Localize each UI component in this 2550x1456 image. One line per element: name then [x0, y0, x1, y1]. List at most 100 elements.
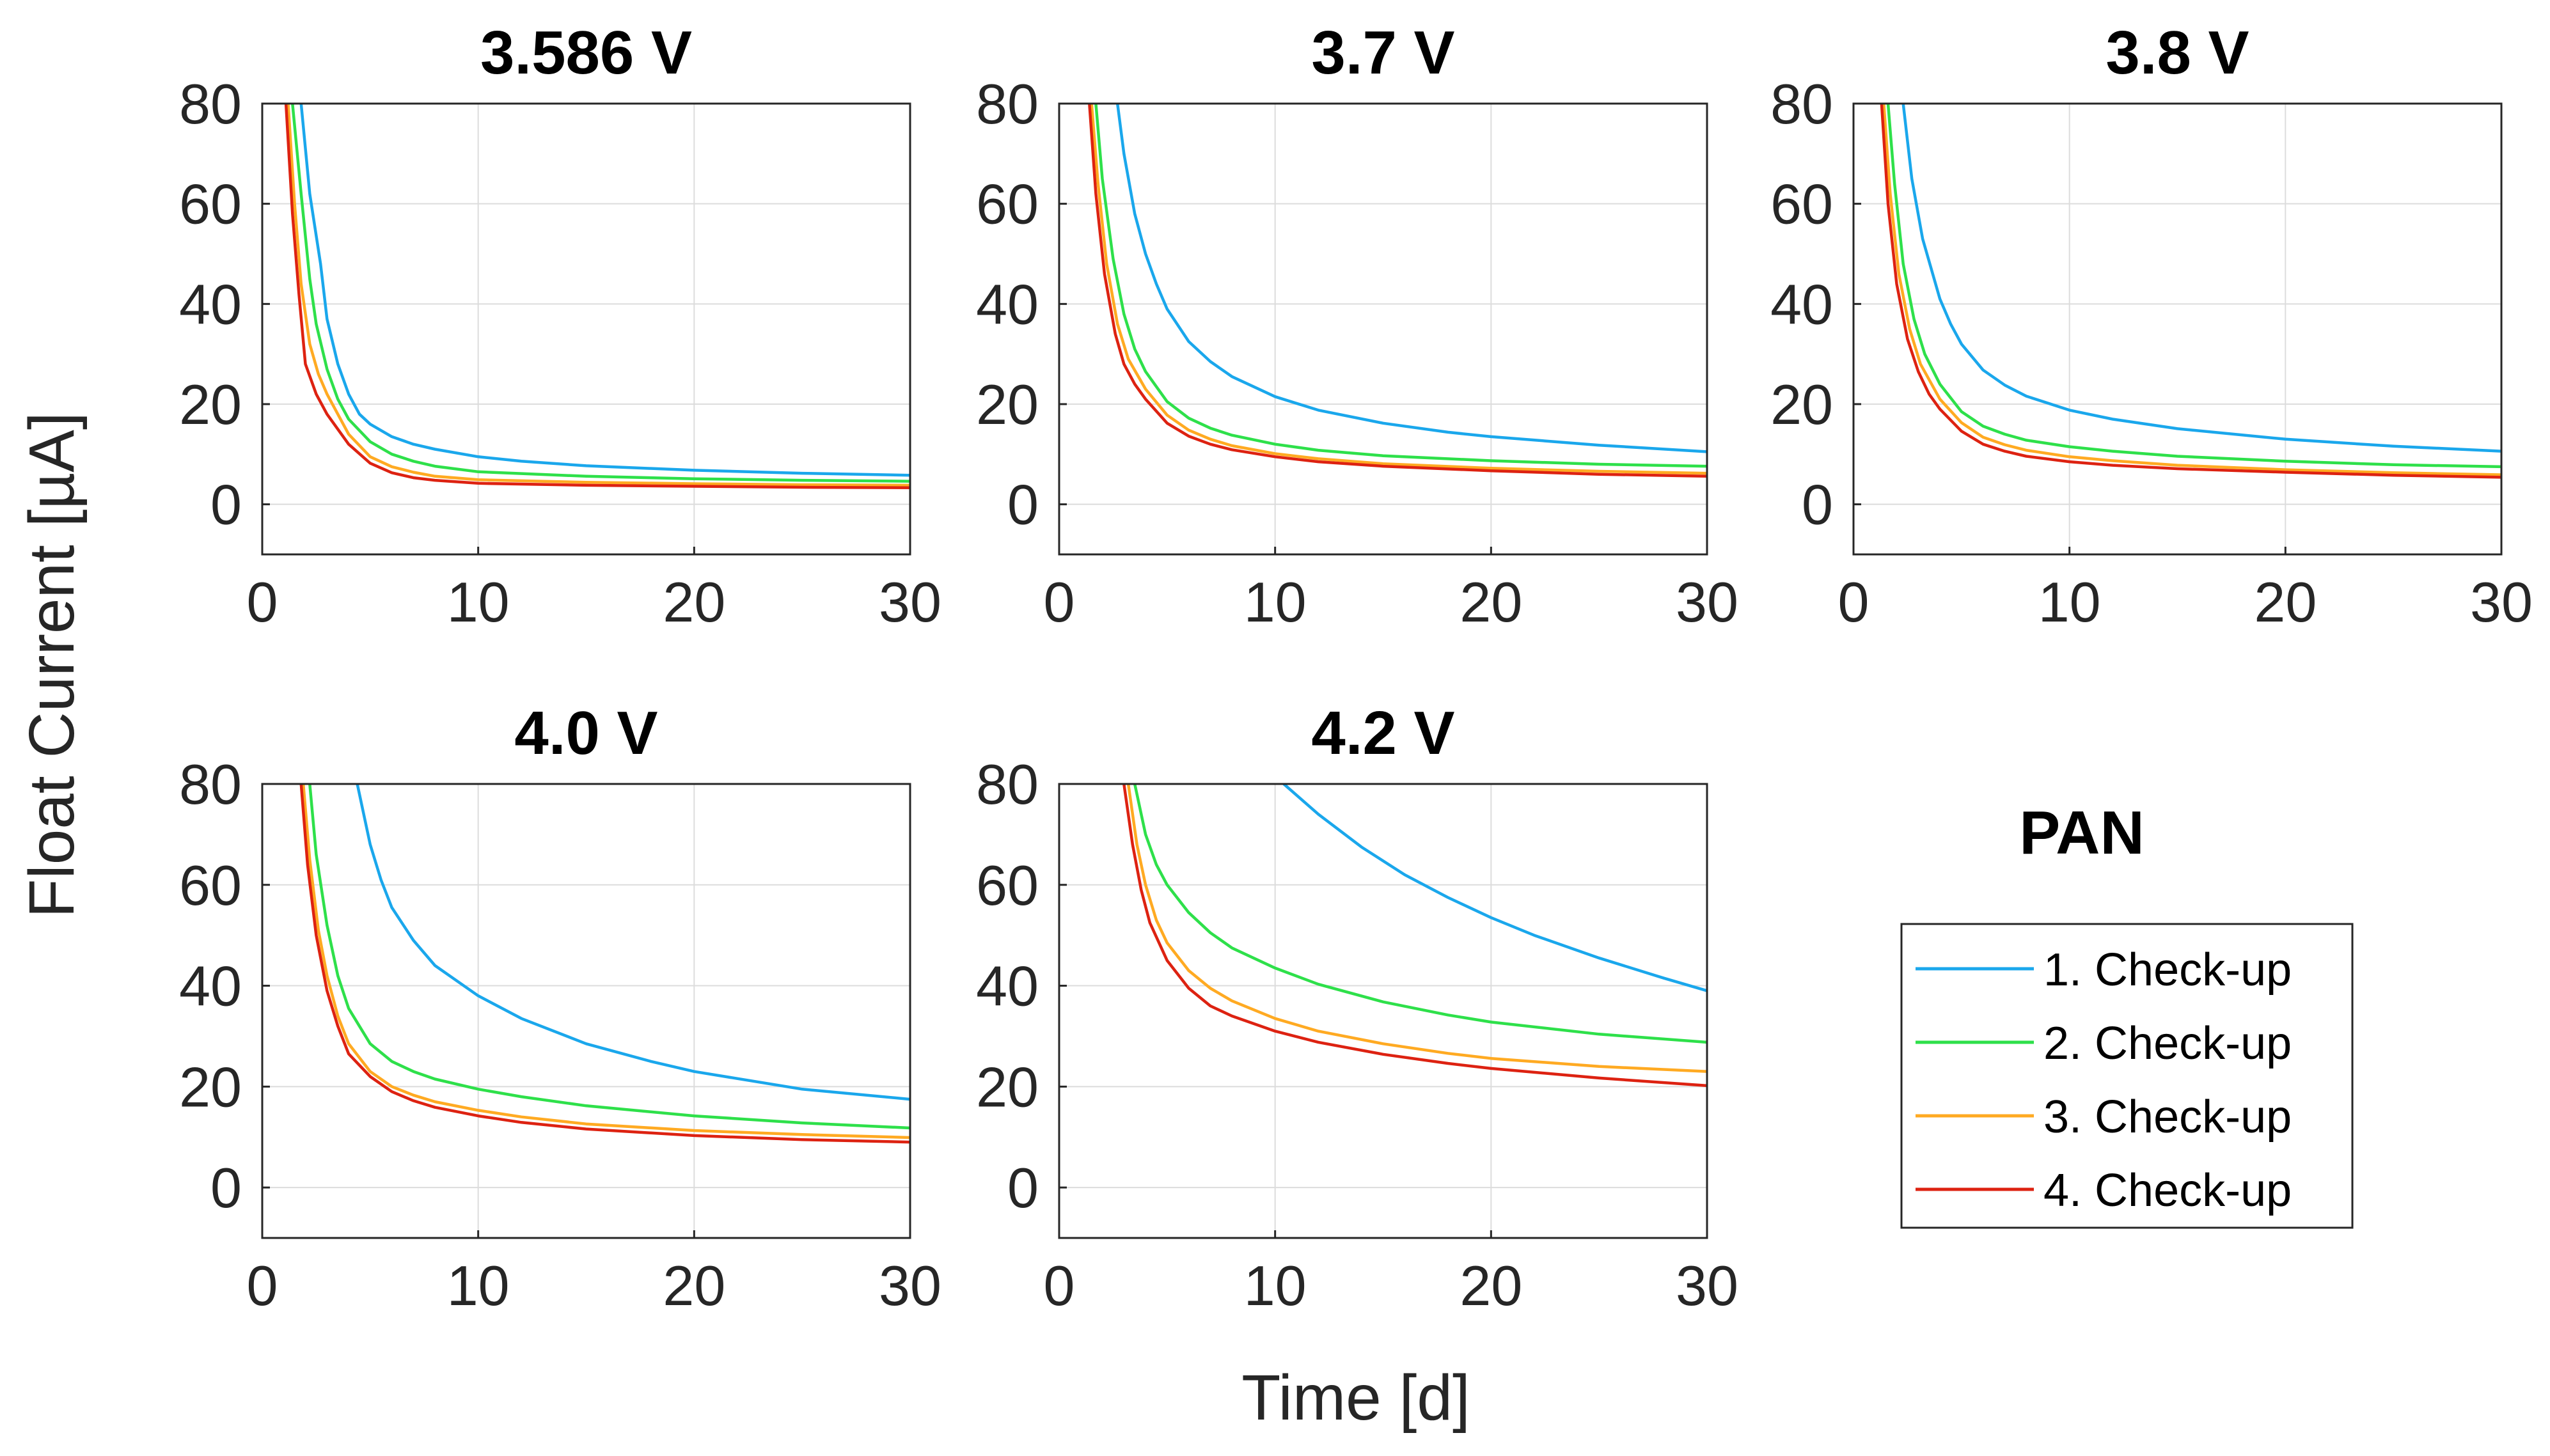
x-tick-label: 0	[1044, 1254, 1075, 1317]
axis-frame	[261, 102, 911, 556]
legend-label-checkup-2: 2. Check-up	[2043, 1018, 2292, 1069]
plot-area	[1059, 104, 1707, 554]
x-tick-label: 20	[663, 570, 725, 634]
x-tick-label: 20	[1460, 1254, 1522, 1317]
x-tick-label: 10	[447, 570, 510, 634]
subplot-2: 0 10 20 30 0 20 40 60 80 3.7 V	[976, 19, 1738, 634]
y-tick-label: 0	[1007, 473, 1039, 536]
plot-area	[1853, 104, 2501, 554]
y-tick-label: 20	[1770, 373, 1833, 436]
y-tick-label: 60	[976, 173, 1039, 236]
x-tick-label: 20	[1460, 570, 1522, 634]
series-line-checkup-3	[1090, 104, 1707, 475]
x-tick-label: 20	[2254, 570, 2317, 634]
legend-title: PAN	[2019, 799, 2145, 867]
series-group	[1880, 104, 2501, 479]
series-line-checkup-4	[299, 784, 910, 1144]
subplot-5: 0 10 20 30 0 20 40 60 80 4.2 V	[976, 699, 1738, 1317]
series-group	[1088, 104, 1707, 478]
panel-title: 3.586 V	[480, 19, 692, 87]
series-line-checkup-1	[1282, 784, 1707, 992]
x-tick-label: 30	[879, 1254, 941, 1317]
series-line-checkup-4	[1880, 104, 2501, 479]
series-line-checkup-2	[308, 784, 910, 1130]
x-tick-label: 30	[2470, 570, 2533, 634]
y-tick-label: 20	[179, 1055, 242, 1118]
series-group	[284, 104, 910, 490]
y-tick-label: 80	[179, 753, 242, 816]
x-tick-label: 10	[2038, 570, 2101, 634]
series-line-checkup-2	[1886, 104, 2501, 469]
y-tick-label: 60	[179, 854, 242, 917]
x-tick-label: 30	[879, 570, 941, 634]
series-line-checkup-3	[301, 784, 910, 1139]
x-tick-label: 0	[247, 1254, 278, 1317]
series-line-checkup-4	[1122, 784, 1707, 1088]
axis-frame	[1058, 783, 1708, 1239]
panel-title: 3.7 V	[1311, 19, 1454, 87]
series-line-checkup-3	[1882, 104, 2501, 476]
legend-label-checkup-3: 3. Check-up	[2043, 1092, 2292, 1143]
legend-label-checkup-4: 4. Check-up	[2043, 1165, 2292, 1216]
y-tick-label: 20	[976, 1055, 1039, 1118]
y-axis-label: Float Current [µA]	[16, 412, 88, 918]
subplot-3: 0 10 20 30 0 20 40 60 80 3.8 V	[1770, 19, 2533, 634]
panel-title: 4.0 V	[514, 699, 657, 767]
y-tick-label: 60	[1770, 173, 1833, 236]
plot-area	[1059, 784, 1707, 1238]
x-tick-label: 0	[247, 570, 278, 634]
subplot-grid: 0 10 20 30 0 20 40 60 80 3.586 V 0 10 20 30 0 20 40 60 80 3…	[179, 19, 2533, 1317]
y-tick-label: 60	[976, 854, 1039, 917]
panel-title: 4.2 V	[1311, 699, 1454, 767]
series-line-checkup-4	[284, 104, 910, 490]
x-tick-label: 30	[1676, 570, 1738, 634]
y-tick-label: 40	[1770, 272, 1833, 336]
series-group	[1122, 784, 1707, 1088]
y-tick-label: 40	[976, 955, 1039, 1018]
y-tick-label: 80	[1770, 72, 1833, 136]
x-tick-label: 10	[447, 1254, 510, 1317]
series-line-checkup-2	[291, 104, 910, 483]
subplot-1: 0 10 20 30 0 20 40 60 80 3.586 V	[179, 19, 941, 634]
y-tick-label: 0	[210, 473, 242, 536]
axis-frame	[1852, 102, 2503, 556]
x-tick-label: 0	[1044, 570, 1075, 634]
y-tick-label: 80	[976, 753, 1039, 816]
legend: PAN 1. Check-up 2. Check-up 3. Check-up 4. …	[1900, 799, 2354, 1229]
axis-frame	[1058, 102, 1708, 556]
x-tick-label: 20	[663, 1254, 725, 1317]
legend-entries: 1. Check-up 2. Check-up 3. Check-up 4. Chec…	[1916, 944, 2292, 1216]
y-tick-label: 0	[210, 1156, 242, 1219]
series-line-checkup-1	[356, 784, 910, 1101]
series-line-checkup-3	[1126, 784, 1707, 1073]
axis-frame	[261, 783, 911, 1239]
x-tick-label: 10	[1244, 570, 1307, 634]
legend-box	[1900, 923, 2354, 1229]
series-line-checkup-4	[1088, 104, 1707, 478]
legend-label-checkup-1: 1. Check-up	[2043, 944, 2292, 996]
y-tick-label: 40	[179, 272, 242, 336]
x-tick-label: 30	[1676, 1254, 1738, 1317]
y-tick-label: 80	[179, 72, 242, 136]
plot-area	[262, 784, 910, 1238]
subplot-4: 0 10 20 30 0 20 40 60 80 4.0 V	[179, 699, 941, 1317]
y-tick-label: 40	[976, 272, 1039, 336]
series-line-checkup-3	[287, 104, 910, 487]
x-tick-label: 0	[1838, 570, 1869, 634]
x-axis-label: Time [d]	[1241, 1362, 1470, 1434]
series-group	[299, 784, 910, 1144]
y-tick-label: 40	[179, 955, 242, 1018]
y-tick-label: 80	[976, 72, 1039, 136]
y-tick-label: 20	[976, 373, 1039, 436]
series-line-checkup-1	[1115, 104, 1707, 453]
x-tick-label: 10	[1244, 1254, 1307, 1317]
series-line-checkup-2	[1133, 784, 1707, 1044]
y-tick-label: 0	[1802, 473, 1833, 536]
series-line-checkup-1	[299, 104, 910, 477]
y-tick-label: 0	[1007, 1156, 1039, 1219]
panel-title: 3.8 V	[2105, 19, 2249, 87]
series-line-checkup-1	[1901, 104, 2501, 453]
series-line-checkup-2	[1094, 104, 1707, 468]
y-tick-label: 20	[179, 373, 242, 436]
